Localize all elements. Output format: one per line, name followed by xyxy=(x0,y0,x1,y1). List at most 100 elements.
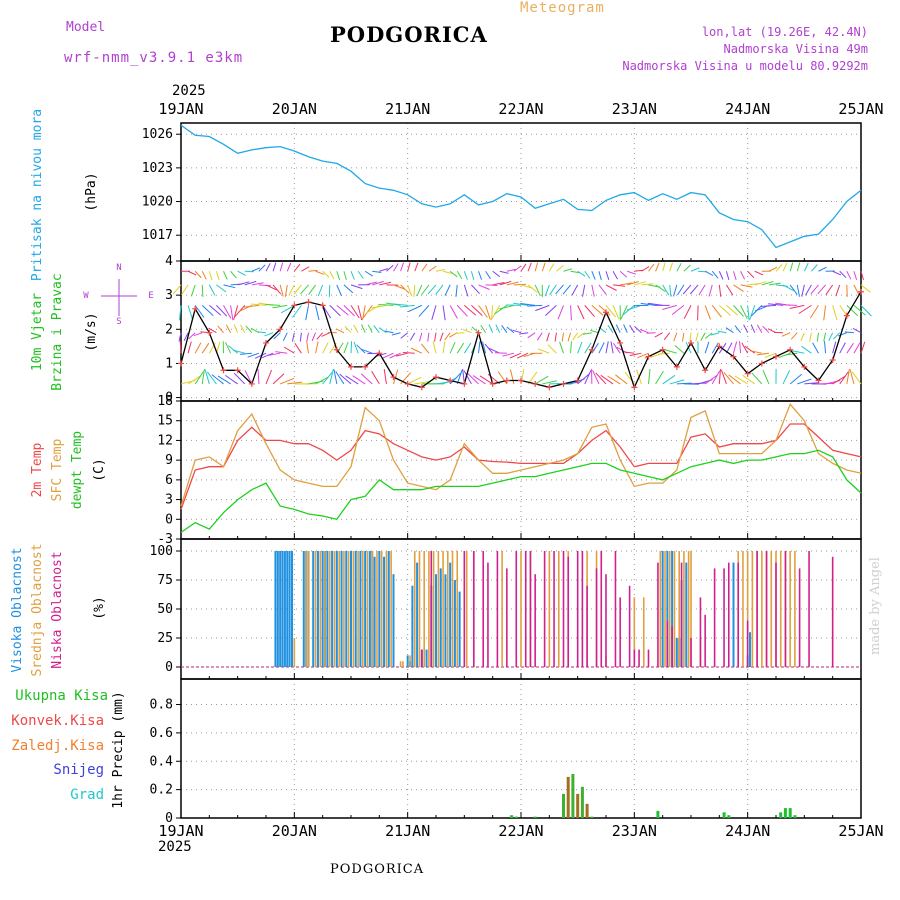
y-tick-label: 0.4 xyxy=(150,754,174,769)
wind-speed-marker xyxy=(631,384,638,391)
wind-arrow xyxy=(708,284,713,297)
wind-arrow xyxy=(356,344,366,354)
wind-arrow xyxy=(598,284,607,295)
wind-arrow xyxy=(718,368,721,384)
model-label: Model xyxy=(66,20,106,35)
wind-arrow xyxy=(612,343,621,354)
wind-arrow xyxy=(605,284,617,291)
wind-arrow xyxy=(179,341,182,354)
wind-arrow xyxy=(407,262,411,272)
wind-speed-marker xyxy=(546,384,553,391)
wind-arrow xyxy=(287,381,303,385)
wind-speed-marker xyxy=(333,346,340,353)
wind-arrow xyxy=(217,325,224,334)
wind-arrow xyxy=(502,352,515,357)
wind-arrow xyxy=(361,324,366,333)
wind-arrow xyxy=(449,372,461,385)
wind-arrow xyxy=(223,271,228,280)
x-label-bottom: 24JAN xyxy=(725,822,770,840)
wind-arrow xyxy=(439,332,444,342)
wind-arrow xyxy=(547,344,557,354)
wind-arrow xyxy=(472,375,486,385)
wind-arrow xyxy=(316,332,324,340)
wind-arrow xyxy=(230,270,237,279)
wind-arrow xyxy=(798,304,812,314)
wind-arrow xyxy=(725,327,734,334)
wind-arrow xyxy=(282,332,288,342)
wind-arrow xyxy=(432,341,437,354)
wind-arrow xyxy=(584,342,592,354)
wind-arrow xyxy=(490,305,494,321)
wind-arrow xyxy=(292,305,302,318)
wind-arrow xyxy=(435,381,451,385)
wind-arrow xyxy=(360,348,373,354)
y-tick-label: 12 xyxy=(157,433,173,448)
wind-arrow xyxy=(634,326,642,334)
wind-arrow xyxy=(194,342,202,354)
wind-arrow xyxy=(364,270,373,277)
wind-arrow xyxy=(180,284,189,296)
wind-arrow xyxy=(284,284,288,297)
wind-arrow xyxy=(570,341,572,354)
wind-arrow xyxy=(860,271,864,281)
wind-arrow xyxy=(393,263,399,272)
wind-arrow xyxy=(225,342,232,354)
wind-arrow xyxy=(273,332,281,340)
cloud-mid-label: Srednja Oblacnost xyxy=(30,543,45,676)
cloud-bars-2 xyxy=(421,551,834,667)
wind-arrow xyxy=(478,305,488,318)
wind-arrow xyxy=(223,284,236,289)
wind-arrow xyxy=(733,284,744,292)
wind-arrow xyxy=(825,284,834,296)
wind-arrow xyxy=(570,270,580,274)
wind-arrow xyxy=(407,376,422,385)
wind-arrow xyxy=(790,332,798,340)
wind-arrow xyxy=(710,332,720,336)
wind-arrow xyxy=(208,284,216,296)
wind-arrow xyxy=(754,281,767,286)
wind-arrow xyxy=(329,305,341,317)
wind-arrow xyxy=(654,332,663,338)
precip-bar xyxy=(566,776,570,818)
wind-arrow xyxy=(689,332,692,342)
y-tick-label: 2 xyxy=(165,322,173,337)
wind-arrow xyxy=(570,305,572,321)
wind-arrow xyxy=(762,325,770,334)
wind-title-2: Brzina i Pravac xyxy=(50,273,65,390)
y-tick-label: 100 xyxy=(150,544,173,559)
wind-arrow xyxy=(605,305,616,318)
wind-arrow xyxy=(286,262,292,272)
wind-arrow xyxy=(322,342,329,354)
wind-arrows xyxy=(172,262,872,385)
wind-arrow xyxy=(571,284,579,296)
wind-arrow xyxy=(329,271,335,280)
wind-arrow xyxy=(206,371,217,385)
wind-arrow xyxy=(733,341,738,354)
wind-arrow xyxy=(183,332,189,342)
lonlat-label: lon,lat (19.26E, 42.4N) xyxy=(701,25,868,39)
wind-arrow xyxy=(335,328,345,334)
wind-arrow xyxy=(591,284,595,297)
x-label-bottom: 22JAN xyxy=(498,822,543,840)
wind-arrow xyxy=(233,372,246,385)
wind-arrow xyxy=(322,371,333,385)
wind-arrow xyxy=(187,270,197,276)
wind-arrow xyxy=(400,262,404,272)
wind-arrow xyxy=(463,271,468,280)
wind-speed-marker xyxy=(829,357,836,364)
wind-speed-marker xyxy=(461,380,468,387)
wind-arrow xyxy=(801,345,812,354)
wind-arrow xyxy=(662,304,677,310)
wind-arrow xyxy=(208,327,217,334)
wind-arrow xyxy=(291,332,295,342)
wind-arrow xyxy=(761,281,774,286)
precip-bars xyxy=(510,774,797,818)
wind-arrow xyxy=(190,284,196,297)
temp-sfc-line xyxy=(180,403,862,507)
wind-speed-marker xyxy=(673,363,680,370)
wind-arrow xyxy=(607,375,621,385)
wind-arrow xyxy=(598,305,611,316)
wind-arrow xyxy=(704,341,710,354)
wind-arrow xyxy=(577,270,586,277)
cloud-unit: (%) xyxy=(92,596,107,619)
